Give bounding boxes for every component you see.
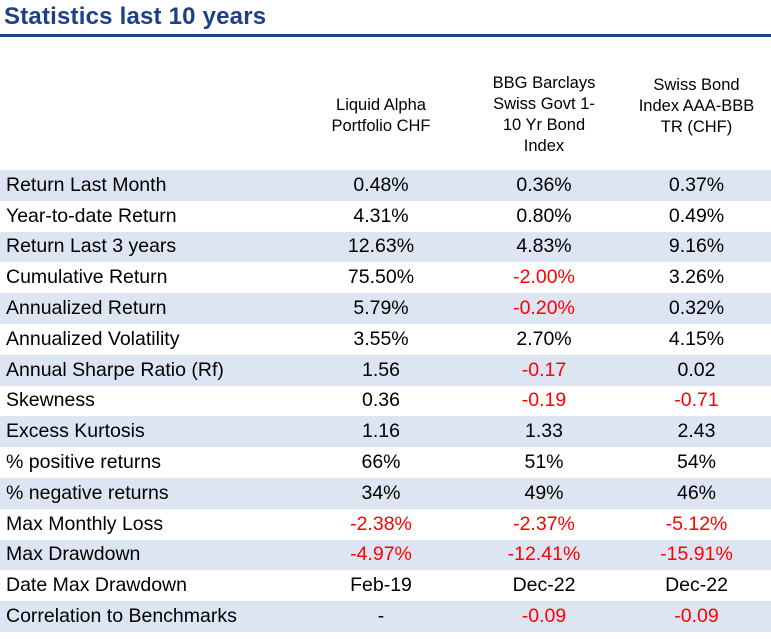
value-cell: -4.97% — [296, 539, 466, 571]
row-label: Date Max Drawdown — [6, 574, 187, 597]
header-line: Index AAA-BBB — [638, 96, 755, 115]
value-cell: 1.16 — [296, 416, 466, 448]
table-row: Cumulative Return 75.50% -2.00% 3.26% — [0, 262, 771, 293]
value-cell: 1.33 — [466, 416, 622, 448]
value-cell: 4.31% — [353, 204, 409, 227]
value-cell: -0.20% — [466, 293, 622, 324]
value-cell: Dec-22 — [512, 574, 576, 597]
value-cell: 0.36 — [362, 389, 400, 412]
value-cell: 0.80% — [516, 204, 572, 227]
header-line: TR (CHF) — [660, 117, 733, 136]
header-line: Index — [523, 137, 565, 155]
row-label: Skewness — [6, 389, 95, 412]
value-cell: -0.09 — [622, 601, 771, 632]
value-cell: -0.19 — [521, 389, 567, 412]
row-label: Cumulative Return — [6, 266, 168, 289]
value-cell: 46% — [622, 477, 771, 509]
value-cell: 1.56 — [296, 354, 466, 386]
statistics-table-body: Return Last Month 0.48% 0.36% 0.37% Year-to-… — [0, 170, 771, 632]
value-cell: -5.12% — [665, 512, 728, 535]
table-row: Annualized Return 5.79% -0.20% 0.32% — [0, 293, 771, 324]
value-cell: 3.55% — [353, 327, 409, 350]
value-cell: -0.71 — [674, 389, 719, 412]
table-row: Return Last 3 years 12.63% 4.83% 9.16% — [0, 231, 771, 263]
value-cell: 75.50% — [347, 266, 415, 289]
header-line: Swiss Bond — [653, 75, 740, 94]
row-label: % positive returns — [6, 451, 161, 474]
value-cell: -2.37% — [513, 512, 575, 535]
table-row: Skewness 0.36 -0.19 -0.71 — [0, 386, 771, 417]
value-cell: 0.48% — [296, 170, 466, 201]
table-row: Year-to-date Return 4.31% 0.80% 0.49% — [0, 201, 771, 232]
title-underline — [0, 34, 771, 37]
page-title: Statistics last 10 years — [4, 3, 267, 30]
row-label: Max Monthly Loss — [6, 512, 164, 535]
value-cell: 2.43 — [622, 416, 771, 448]
value-cell: 54% — [676, 451, 717, 474]
row-label: Return Last 3 years — [0, 231, 296, 263]
table-row: Annual Sharpe Ratio (Rf) 1.56 -0.17 0.02 — [0, 354, 771, 386]
row-label: Correlation to Benchmarks — [0, 601, 296, 632]
header-line: Portfolio CHF — [331, 117, 431, 135]
value-cell: 4.15% — [668, 327, 725, 350]
row-label: Annual Sharpe Ratio (Rf) — [0, 354, 296, 386]
row-label: Year-to-date Return — [6, 204, 177, 227]
value-cell: Feb-19 — [350, 574, 412, 597]
value-cell: 34% — [296, 477, 466, 509]
value-cell: -0.09 — [466, 601, 622, 632]
value-cell: -2.38% — [350, 512, 412, 535]
row-label: Return Last Month — [0, 170, 296, 201]
row-label: Annualized Volatility — [6, 327, 180, 350]
value-cell: Dec-22 — [665, 574, 728, 597]
value-cell: 4.83% — [466, 231, 622, 263]
value-cell: 12.63% — [296, 231, 466, 263]
value-cell: 3.26% — [668, 266, 725, 289]
table-row: Annualized Volatility 3.55% 2.70% 4.15% — [0, 324, 771, 355]
column-headers: Liquid Alpha Portfolio CHF BBG Barclays … — [0, 64, 771, 168]
table-row: Max Monthly Loss -2.38% -2.37% -5.12% — [0, 509, 771, 540]
value-cell: 0.49% — [668, 204, 725, 227]
value-cell: 9.16% — [622, 231, 771, 263]
row-label: Excess Kurtosis — [0, 416, 296, 448]
value-cell: 5.79% — [296, 293, 466, 324]
table-row: Return Last Month 0.48% 0.36% 0.37% — [0, 170, 771, 201]
column-header-liquid-alpha: Liquid Alpha Portfolio CHF — [296, 64, 466, 168]
row-label: Annualized Return — [0, 293, 296, 324]
statistics-table: Return Last Month 0.48% 0.36% 0.37% Year-to-… — [0, 170, 771, 632]
value-cell: - — [296, 601, 466, 632]
column-header-swiss-bond: Swiss Bond Index AAA-BBB TR (CHF) — [622, 54, 771, 158]
value-cell: 0.37% — [622, 170, 771, 201]
column-header-bbg-barclays: BBG Barclays Swiss Govt 1- 10 Yr Bond In… — [466, 63, 622, 167]
table-row: Max Drawdown -4.97% -12.41% -15.91% — [0, 539, 771, 571]
value-cell: -0.17 — [466, 354, 622, 386]
row-label: Max Drawdown — [0, 539, 296, 571]
value-cell: 49% — [466, 477, 622, 509]
value-cell: 51% — [524, 451, 564, 474]
table-row: Date Max Drawdown Feb-19 Dec-22 Dec-22 — [0, 570, 771, 601]
value-cell: 0.36% — [466, 170, 622, 201]
value-cell: 0.32% — [622, 293, 771, 324]
table-row: % positive returns 66% 51% 54% — [0, 447, 771, 478]
table-row: % negative returns 34% 49% 46% — [0, 477, 771, 509]
value-cell: -12.41% — [466, 539, 622, 571]
value-cell: 66% — [361, 451, 401, 474]
value-cell: 0.02 — [622, 354, 771, 386]
header-line: 10 Yr Bond — [502, 116, 586, 134]
row-label: % negative returns — [0, 477, 296, 509]
header-line: Swiss Govt 1- — [493, 95, 595, 113]
value-cell: -15.91% — [622, 539, 771, 571]
table-row: Excess Kurtosis 1.16 1.33 2.43 — [0, 416, 771, 448]
value-cell: 2.70% — [516, 327, 572, 350]
header-line: BBG Barclays — [492, 74, 596, 92]
value-cell: -2.00% — [513, 266, 575, 289]
header-line: Liquid Alpha — [336, 96, 426, 114]
table-row: Correlation to Benchmarks - -0.09 -0.09 — [0, 601, 771, 632]
